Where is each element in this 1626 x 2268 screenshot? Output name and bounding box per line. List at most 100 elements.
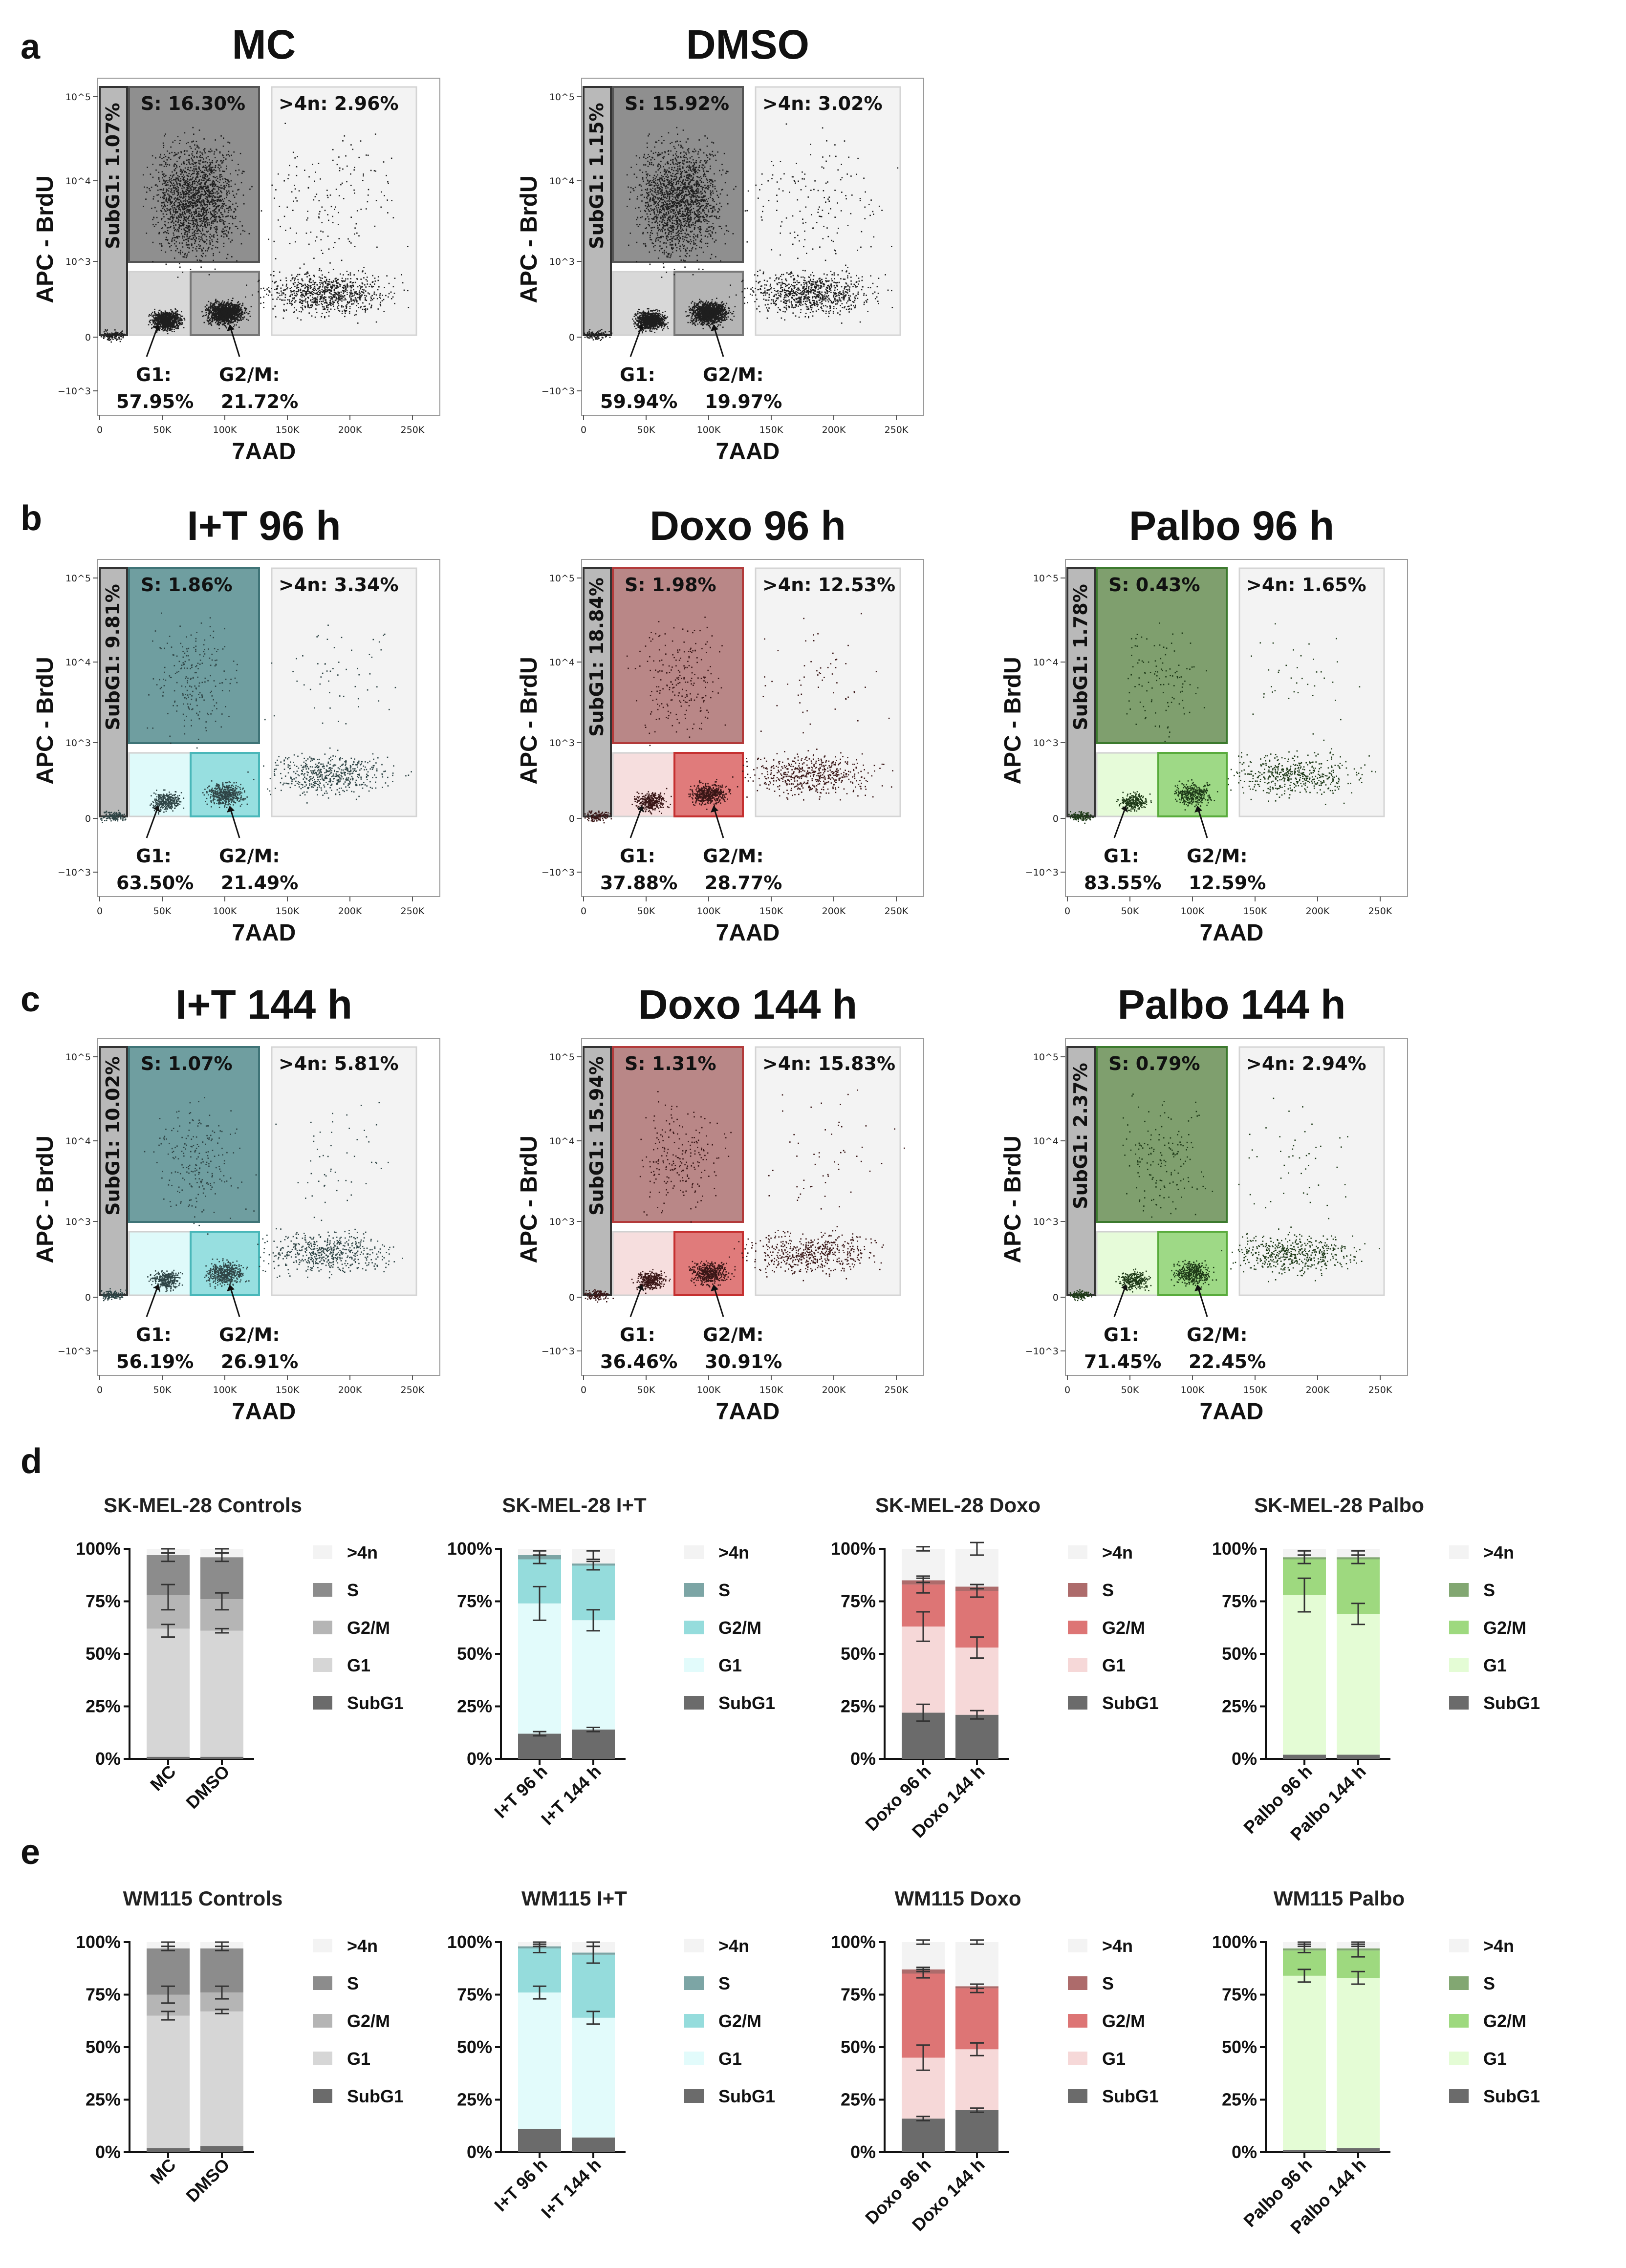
event-dot: [223, 323, 225, 325]
event-dot: [222, 205, 224, 207]
event-dot: [188, 154, 190, 156]
event-dot: [338, 292, 339, 294]
event-dot: [174, 208, 176, 210]
event-dot: [196, 199, 198, 200]
event-dot: [229, 207, 231, 209]
event-dot: [339, 310, 341, 312]
event-dot: [118, 337, 120, 339]
event-dot: [177, 198, 178, 200]
event-dot: [330, 286, 332, 287]
event-dot: [215, 301, 217, 303]
event-dot: [320, 298, 321, 300]
event-dot: [312, 299, 314, 300]
event-dot: [178, 194, 179, 195]
event-dot: [217, 300, 218, 302]
event-dot: [171, 188, 173, 190]
event-dot: [384, 287, 385, 288]
event-dot: [238, 164, 239, 165]
event-dot: [177, 187, 179, 189]
event-dot: [330, 281, 332, 283]
event-dot: [188, 220, 190, 221]
event-dot: [176, 194, 178, 196]
event-dot: [314, 293, 316, 294]
event-dot: [167, 333, 169, 335]
event-dot: [324, 299, 326, 301]
event-dot: [193, 235, 195, 236]
event-dot: [302, 307, 303, 309]
event-dot: [178, 320, 179, 321]
event-dot: [188, 184, 190, 186]
event-dot: [334, 292, 336, 294]
event-dot: [237, 189, 238, 191]
event-dot: [321, 303, 323, 304]
event-dot: [209, 240, 211, 242]
event-dot: [326, 291, 328, 293]
event-dot: [357, 286, 359, 288]
event-dot: [177, 235, 179, 237]
event-dot: [215, 315, 217, 317]
event-dot: [192, 203, 194, 204]
event-dot: [237, 311, 238, 313]
event-dot: [349, 272, 351, 274]
event-dot: [180, 180, 182, 182]
event-dot: [328, 289, 330, 291]
event-dot: [178, 322, 180, 323]
event-dot: [277, 287, 278, 289]
event-dot: [212, 222, 214, 224]
event-dot: [189, 231, 190, 233]
event-dot: [247, 320, 249, 321]
event-dot: [180, 216, 182, 218]
event-dot: [313, 287, 315, 289]
event-dot: [360, 278, 362, 280]
event-dot: [362, 270, 364, 272]
event-dot: [221, 205, 222, 207]
event-dot: [215, 185, 216, 187]
event-dot: [206, 190, 208, 192]
event-dot: [316, 298, 318, 300]
event-dot: [213, 303, 215, 305]
event-dot: [179, 140, 181, 141]
event-dot: [195, 163, 196, 165]
event-dot: [178, 205, 180, 206]
event-dot: [167, 189, 168, 191]
event-dot: [224, 233, 226, 235]
event-dot: [179, 205, 181, 206]
event-dot: [179, 195, 181, 197]
event-dot: [180, 320, 182, 321]
event-dot: [378, 286, 380, 288]
event-dot: [165, 174, 167, 176]
event-dot: [167, 182, 169, 183]
event-dot: [206, 304, 208, 306]
event-dot: [305, 301, 306, 303]
event-dot: [207, 217, 208, 218]
event-dot: [192, 224, 193, 225]
event-dot: [199, 260, 201, 262]
event-dot: [216, 321, 217, 322]
event-dot: [375, 294, 377, 296]
event-dot: [228, 210, 230, 211]
event-dot: [234, 314, 236, 316]
event-dot: [188, 195, 189, 197]
event-dot: [186, 225, 188, 227]
event-dot: [221, 305, 223, 307]
event-dot: [191, 245, 193, 247]
event-dot: [156, 331, 158, 333]
event-dot: [179, 156, 181, 158]
event-dot: [303, 284, 304, 286]
event-dot: [171, 201, 172, 203]
event-dot: [171, 190, 173, 192]
event-dot: [158, 310, 160, 311]
event-dot: [361, 291, 363, 293]
event-dot: [219, 314, 221, 315]
event-dot: [162, 173, 164, 175]
event-dot: [175, 216, 177, 218]
event-dot: [339, 292, 341, 293]
event-dot: [278, 292, 280, 294]
event-dot: [157, 321, 159, 323]
event-dot: [205, 167, 207, 169]
event-dot: [182, 323, 183, 325]
event-dot: [236, 314, 237, 316]
event-dot: [171, 331, 173, 332]
event-dot: [297, 287, 299, 288]
event-dot: [226, 304, 228, 306]
